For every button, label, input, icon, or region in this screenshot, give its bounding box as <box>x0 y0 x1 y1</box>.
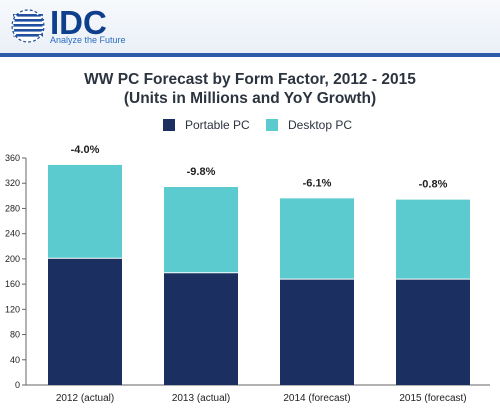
growth-label: -4.0% <box>71 144 100 156</box>
bar-portable <box>280 279 354 385</box>
chart-title-line-2: (Units in Millions and YoY Growth) <box>123 90 377 107</box>
growth-label: -6.1% <box>303 177 332 189</box>
bar-portable <box>396 279 470 385</box>
idc-logo: IDC Analyze the Future <box>10 4 160 46</box>
header-bar <box>0 0 500 53</box>
legend-swatch-desktop <box>266 119 278 131</box>
y-tick-label: 360 <box>5 153 20 163</box>
bar-desktop <box>280 198 354 280</box>
header-rule <box>0 53 500 57</box>
globe-icon <box>10 8 46 44</box>
y-tick-label: 40 <box>10 355 20 365</box>
chart-title: WW PC Forecast by Form Factor, 2012 - 20… <box>0 70 500 108</box>
x-tick-label: 2012 (actual) <box>56 393 114 404</box>
y-tick-label: 120 <box>5 304 20 314</box>
bar-desktop <box>48 164 122 259</box>
logo-wordmark: IDC <box>50 4 107 41</box>
chart-title-line-1: WW PC Forecast by Form Factor, 2012 - 20… <box>84 71 416 88</box>
growth-label: -9.8% <box>187 166 216 178</box>
bar-desktop <box>164 187 238 273</box>
x-tick-label: 2013 (actual) <box>172 393 230 404</box>
y-tick-label: 0 <box>15 380 20 390</box>
growth-label: -0.8% <box>419 179 448 191</box>
legend-label-desktop: Desktop PC <box>288 118 353 132</box>
bar-portable <box>164 272 238 385</box>
x-tick-label: 2015 (forecast) <box>399 393 466 404</box>
y-tick-label: 200 <box>5 254 20 264</box>
y-tick-label: 80 <box>10 330 20 340</box>
bar-desktop <box>396 199 470 280</box>
legend-label-portable: Portable PC <box>185 118 250 132</box>
legend-swatch-portable <box>163 119 175 131</box>
y-tick-label: 240 <box>5 229 20 239</box>
y-tick-label: 280 <box>5 203 20 213</box>
x-tick-label: 2014 (forecast) <box>283 393 350 404</box>
y-tick-label: 160 <box>5 279 20 289</box>
chart-legend: Portable PC Desktop PC <box>0 118 500 134</box>
logo-tagline: Analyze the Future <box>50 35 126 45</box>
y-tick-label: 320 <box>5 178 20 188</box>
bar-portable <box>48 258 122 385</box>
